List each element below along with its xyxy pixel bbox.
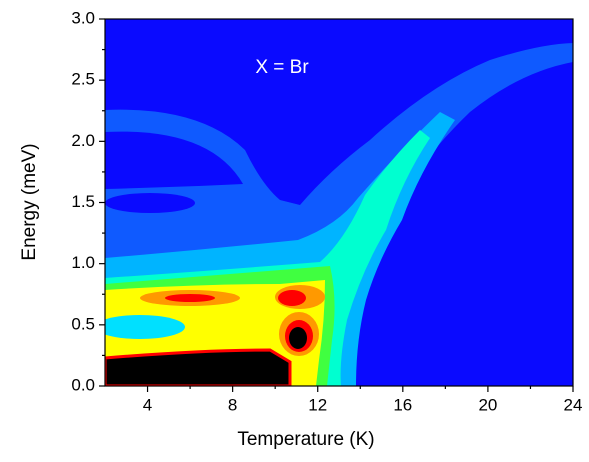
annotation: X = Br (255, 57, 309, 78)
contour-level (278, 290, 306, 306)
y-tick-label: 1.5 (71, 192, 95, 211)
y-axis-label: Energy (meV) (19, 143, 40, 260)
x-tick-label: 24 (564, 395, 583, 414)
x-tick-label: 4 (143, 395, 152, 414)
x-tick-label: 8 (228, 395, 237, 414)
contour-level (105, 315, 185, 339)
y-tick-label: 1.0 (71, 253, 95, 272)
x-tick-label: 16 (393, 395, 412, 414)
x-axis-label: Temperature (K) (237, 429, 374, 450)
y-tick-label: 3.0 (71, 8, 95, 27)
contour-level (105, 131, 243, 189)
x-tick-label: 20 (478, 395, 497, 414)
y-tick-label: 0.5 (71, 314, 95, 333)
x-tick-label: 12 (308, 395, 327, 414)
contour-map (105, 19, 573, 386)
y-tick-label: 2.0 (71, 131, 95, 150)
contour-level (165, 294, 215, 302)
contour-level (105, 193, 195, 213)
contour-level (289, 327, 307, 349)
contour-level (105, 348, 292, 386)
y-tick-label: 2.5 (71, 70, 95, 89)
y-tick-label: 0.0 (71, 375, 95, 394)
